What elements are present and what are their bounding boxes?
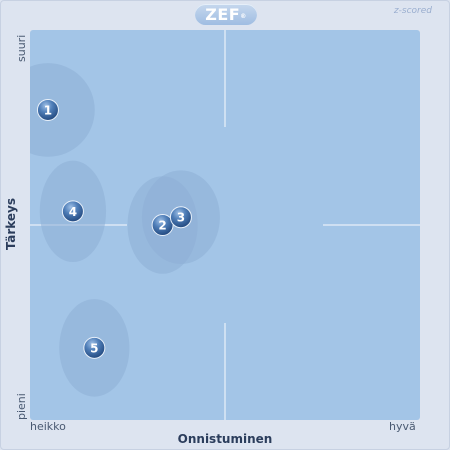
zef-logo: ZEF® (195, 4, 257, 25)
logo-registered-mark: ® (240, 13, 247, 20)
y-axis-low-label: pieni (15, 393, 28, 420)
data-point-label-2: 2 (158, 219, 166, 233)
spread-ellipse-1 (30, 63, 95, 157)
data-point-5[interactable] (83, 336, 106, 359)
data-point-label-3: 3 (177, 211, 185, 225)
y-axis-high-label: suuri (15, 34, 28, 62)
data-point-3[interactable] (169, 206, 192, 229)
logo-text: ZEF (205, 5, 241, 24)
data-point-label-1: 1 (44, 103, 52, 117)
x-axis-title: Onnistuminen (177, 432, 273, 446)
z-scored-label: z-scored (393, 6, 432, 16)
data-point-2[interactable] (151, 214, 174, 236)
data-point-label-4: 4 (69, 205, 77, 219)
x-axis-low-label: heikko (30, 420, 66, 433)
data-point-4[interactable] (61, 200, 84, 223)
x-axis-high-label: hyvä (389, 420, 416, 433)
y-axis-title: Tärkeys (4, 197, 18, 250)
data-point-1[interactable] (36, 98, 59, 121)
data-point-label-5: 5 (90, 341, 98, 355)
